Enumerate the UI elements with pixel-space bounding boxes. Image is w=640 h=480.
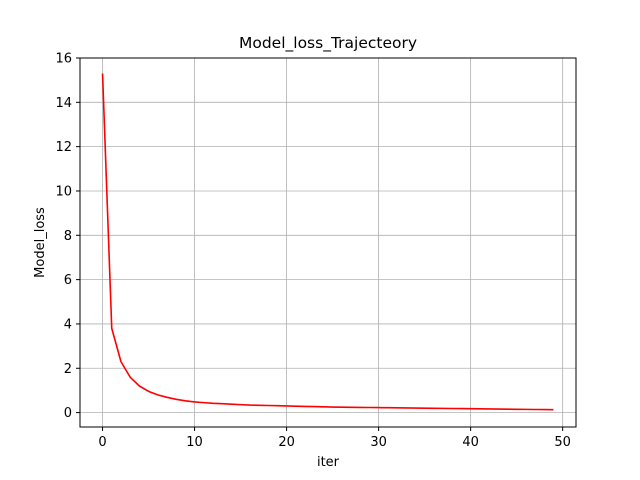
chart-title: Model_loss_Trajecteory [239,34,417,53]
y-axis: 0 2 4 6 8 10 12 14 16 [55,52,80,421]
x-tick-label: 50 [554,435,571,450]
x-tick-label: 0 [98,435,106,450]
y-tick-label: 2 [64,362,72,377]
y-tick-label: 8 [64,229,72,244]
y-tick-label: 4 [64,317,72,332]
y-tick-label: 12 [55,140,72,155]
y-tick-label: 6 [64,273,72,288]
grid [80,57,576,427]
x-tick-label: 20 [278,435,295,450]
y-tick-label: 0 [64,406,72,421]
plot-frame [79,57,577,428]
x-tick-label: 10 [186,435,203,450]
series-group [101,73,554,411]
y-tick-label: 10 [55,184,72,199]
x-tick-label: 30 [370,435,387,450]
y-axis-label: Model_loss [33,207,48,278]
x-axis-label: iter [317,455,340,470]
x-axis: 0 10 20 30 40 50 [98,427,571,450]
x-tick-label: 40 [462,435,479,450]
y-tick-label: 16 [55,52,72,67]
y-tick-label: 14 [55,96,72,111]
loss-line [101,73,554,411]
